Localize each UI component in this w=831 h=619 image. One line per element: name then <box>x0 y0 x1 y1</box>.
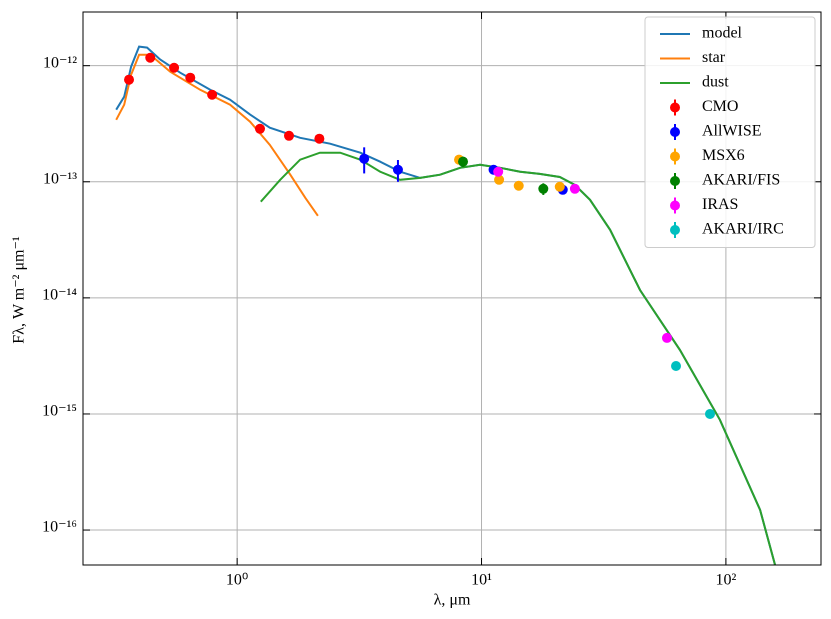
legend-label: model <box>702 25 743 42</box>
y-tick-label: 10⁻¹² <box>43 54 77 71</box>
y-tick-label: 10⁻¹⁶ <box>42 519 77 536</box>
legend-swatch <box>670 225 680 235</box>
data-point <box>392 164 403 175</box>
data-point <box>284 130 295 141</box>
y-tick-label: 10⁻¹⁵ <box>42 403 77 420</box>
data-point <box>494 174 505 185</box>
legend-label: IRAS <box>702 196 738 213</box>
legend-box <box>644 16 816 248</box>
x-tick-label: 10² <box>715 572 736 589</box>
x-tick-label: 10¹ <box>471 572 492 589</box>
legend-label: MSX6 <box>702 147 745 164</box>
data-point <box>538 183 549 194</box>
legend-label: AKARI/FIS <box>702 172 780 189</box>
y-tick-label: 10⁻¹⁴ <box>42 287 77 304</box>
y-tick-label: 10⁻¹³ <box>43 170 77 187</box>
data-point <box>493 166 504 177</box>
legend-swatch <box>670 151 680 162</box>
data-point <box>705 408 716 419</box>
data-point <box>569 183 580 194</box>
legend-swatch <box>670 200 680 211</box>
legend-swatch <box>670 102 680 113</box>
data-point <box>145 52 156 63</box>
data-point <box>314 133 325 144</box>
data-point <box>169 62 180 73</box>
data-point <box>661 332 672 343</box>
x-axis-label: λ, μm <box>434 592 471 609</box>
data-point <box>254 123 265 134</box>
legend-label: AllWISE <box>702 123 762 140</box>
legend-label: star <box>702 49 726 66</box>
data-point <box>554 181 565 192</box>
x-tick-label: 10⁰ <box>226 572 248 589</box>
plot-frame <box>82 11 822 566</box>
data-point <box>359 153 370 164</box>
legend-swatch <box>670 127 680 137</box>
data-point <box>671 360 682 371</box>
data-point <box>458 156 469 167</box>
y-axis-label: Fλ, W m⁻² μm⁻¹ <box>11 236 28 344</box>
legend-label: CMO <box>702 98 738 115</box>
legend-label: AKARI/IRC <box>702 221 784 238</box>
legend-swatch <box>670 176 680 186</box>
legend: model star dust CMO AllWISE MSX6 AKARI/FIS IRAS… <box>644 16 816 248</box>
line-series <box>115 53 319 217</box>
data-point <box>124 74 135 85</box>
legend-label: dust <box>702 74 729 91</box>
data-point <box>185 72 196 83</box>
data-point <box>207 89 218 100</box>
data-point <box>513 180 524 191</box>
